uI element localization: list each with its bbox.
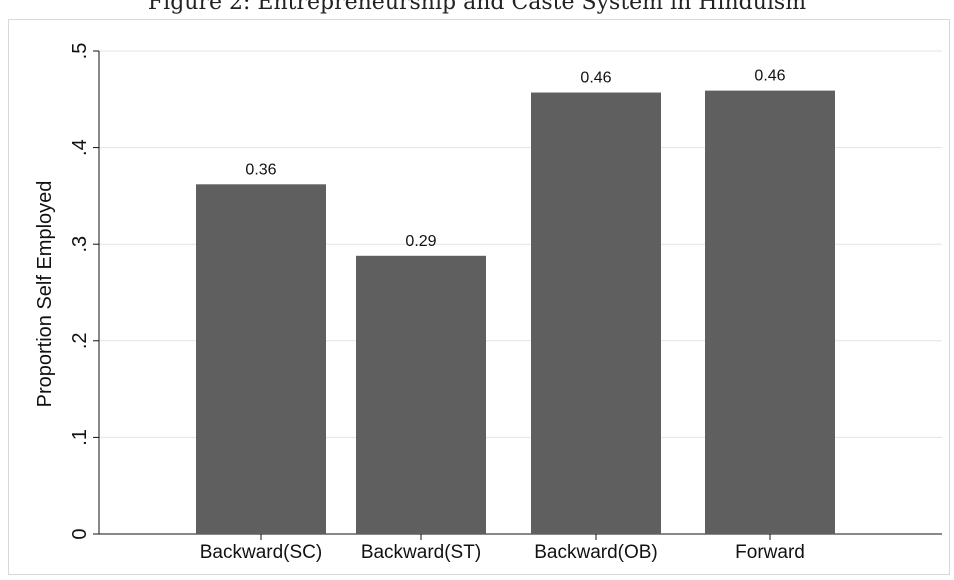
data-label: 0.29 — [405, 233, 436, 250]
data-label: 0.46 — [580, 70, 611, 87]
y-tick-label: .5 — [69, 43, 91, 60]
labels: 0.36 Backward(SC) 0.29 Backward(ST) 0.46 Back… — [200, 68, 805, 563]
bar — [705, 90, 835, 534]
y-tick-label: .4 — [69, 139, 91, 156]
y-tick-label: .2 — [69, 332, 91, 349]
y-axis-label: Proportion Self Employed — [34, 181, 56, 408]
plot-frame — [8, 19, 950, 575]
x-tick-label: Backward(ST) — [361, 542, 481, 563]
x-tick-label: Backward(OB) — [534, 542, 658, 563]
y-tick-label: 0 — [69, 528, 91, 539]
y-tick-label: .3 — [69, 236, 91, 253]
data-label: 0.46 — [754, 68, 785, 85]
y-tick-label: .1 — [69, 429, 91, 446]
bar — [531, 92, 661, 535]
bar — [196, 184, 326, 535]
x-tick-label: Forward — [735, 542, 805, 563]
chart-title: Figure 2: Entrepreneurship and Caste Sys… — [147, 0, 807, 15]
data-label: 0.36 — [245, 161, 276, 178]
x-tick-label: Backward(SC) — [200, 542, 322, 563]
bars — [196, 90, 835, 535]
bar — [356, 255, 486, 535]
